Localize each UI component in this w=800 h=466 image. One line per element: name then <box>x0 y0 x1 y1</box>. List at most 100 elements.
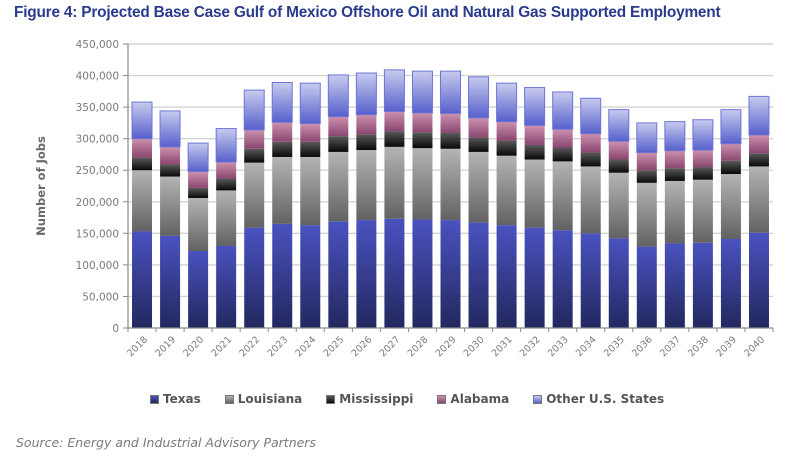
bar-segment-other-u-s-states-2018 <box>131 101 153 140</box>
bar-group-2040 <box>748 95 770 328</box>
bar-segment-mississippi-2030 <box>468 137 489 152</box>
y-axis: 0 50,000 100,000 150,000 200,000 250,000 300,0… <box>76 39 129 335</box>
bar-segment-mississippi-2027 <box>384 131 405 147</box>
bar-segment-texas-2032 <box>524 227 545 328</box>
bar-segment-louisiana-2036 <box>636 182 657 247</box>
bar-segment-louisiana-2032 <box>524 159 545 228</box>
x-tick-label: 2019 <box>153 334 178 359</box>
x-tick-label: 2031 <box>490 334 515 359</box>
y-tick-label: 200,000 <box>76 197 119 209</box>
bar-segment-alabama-2021 <box>216 162 237 179</box>
bar-group-2030 <box>468 76 490 328</box>
legend-item: Mississippi <box>326 392 413 406</box>
bar-segment-texas-2033 <box>552 230 573 328</box>
x-tick-label: 2030 <box>462 334 487 359</box>
bar-segment-mississippi-2037 <box>664 168 685 181</box>
bar-segment-mississippi-2022 <box>244 148 265 163</box>
bar-segment-mississippi-2029 <box>440 132 461 149</box>
bar-group-2037 <box>664 121 686 328</box>
bar-segment-louisiana-2031 <box>496 155 517 226</box>
bar-segment-mississippi-2036 <box>636 170 657 183</box>
bar-group-2019 <box>159 110 181 328</box>
x-tick-label: 2028 <box>406 334 431 359</box>
bar-segment-louisiana-2030 <box>468 151 489 223</box>
bar-segment-louisiana-2038 <box>692 179 713 243</box>
bar-segment-mississippi-2032 <box>524 144 545 160</box>
bar-segment-louisiana-2033 <box>552 161 573 231</box>
x-tick-label: 2036 <box>630 334 655 359</box>
bar-group-2036 <box>636 122 658 328</box>
y-tick-label: 0 <box>112 323 119 335</box>
x-tick-label: 2039 <box>714 334 739 359</box>
bar-segment-mississippi-2020 <box>188 187 209 198</box>
bar-segment-other-u-s-states-2026 <box>355 72 377 116</box>
x-tick-label: 2038 <box>686 334 711 359</box>
bar-segment-texas-2040 <box>748 232 769 328</box>
bar-segment-louisiana-2027 <box>384 146 405 219</box>
y-tick-label: 100,000 <box>76 260 119 272</box>
bar-segment-alabama-2026 <box>356 114 377 135</box>
bar-segment-louisiana-2029 <box>440 148 461 221</box>
bar-segment-alabama-2030 <box>468 117 489 138</box>
bar-segment-texas-2028 <box>412 219 433 328</box>
bar-group-2034 <box>580 97 602 328</box>
x-tick-label: 2029 <box>434 334 459 359</box>
legend-label: Louisiana <box>237 392 303 406</box>
bar-segment-mississippi-2024 <box>300 141 321 157</box>
bar-segment-louisiana-2020 <box>188 197 209 251</box>
x-tick-label: 2021 <box>209 334 234 359</box>
bar-segment-texas-2035 <box>608 238 629 328</box>
bar-segment-alabama-2034 <box>580 133 601 153</box>
bar-segment-other-u-s-states-2038 <box>692 119 714 151</box>
bar-segment-texas-2037 <box>664 243 685 328</box>
bar-group-2031 <box>496 82 518 328</box>
x-tick-label: 2025 <box>322 334 347 359</box>
legend-swatch <box>533 394 543 404</box>
bar-segment-texas-2026 <box>356 220 377 328</box>
legend-label: Other U.S. States <box>546 392 665 406</box>
bar-segment-mississippi-2019 <box>160 164 181 177</box>
x-tick-label: 2034 <box>574 334 599 359</box>
bar-segment-other-u-s-states-2030 <box>468 76 490 119</box>
bar-segment-alabama-2039 <box>720 143 741 161</box>
bar-group-2024 <box>299 82 321 328</box>
legend-label: Alabama <box>450 392 510 406</box>
bar-segment-mississippi-2035 <box>608 159 629 173</box>
bar-segment-other-u-s-states-2022 <box>243 89 265 131</box>
stacked-bar-chart: 0 50,000 100,000 150,000 200,000 250,000 300,0… <box>34 39 774 359</box>
bar-segment-other-u-s-states-2034 <box>580 97 602 135</box>
x-tick-label: 2037 <box>658 334 683 359</box>
legend-swatch <box>437 394 447 404</box>
bar-segment-alabama-2031 <box>496 121 517 141</box>
bar-segment-other-u-s-states-2037 <box>664 121 686 152</box>
bar-segment-texas-2034 <box>580 233 601 328</box>
y-tick-label: 300,000 <box>76 134 119 146</box>
bar-segment-louisiana-2040 <box>748 166 769 233</box>
bar-group-2020 <box>187 142 209 328</box>
bar-segment-louisiana-2021 <box>216 190 237 246</box>
bar-segment-other-u-s-states-2039 <box>720 109 742 145</box>
y-tick-label: 250,000 <box>76 165 119 177</box>
bar-segment-mississippi-2018 <box>132 157 153 171</box>
bar-group-2023 <box>271 82 293 328</box>
bar-segment-other-u-s-states-2025 <box>327 74 349 118</box>
bar-group-2032 <box>524 87 546 328</box>
bar-segment-texas-2019 <box>160 235 181 328</box>
y-tick-label: 400,000 <box>76 71 119 83</box>
legend-item: Louisiana <box>224 392 303 406</box>
x-tick-label: 2040 <box>742 334 767 359</box>
chart-title: Figure 4: Projected Base Case Gulf of Me… <box>14 4 721 21</box>
bar-segment-texas-2021 <box>216 245 237 328</box>
bar-segment-louisiana-2018 <box>132 170 153 232</box>
bar-group-2018 <box>131 101 153 328</box>
bar-segment-alabama-2025 <box>328 116 349 137</box>
bar-segment-mississippi-2028 <box>412 132 433 149</box>
bar-segment-mississippi-2031 <box>496 140 517 156</box>
x-tick-label: 2027 <box>378 334 403 359</box>
bar-segment-alabama-2038 <box>692 150 713 168</box>
bar-group-2028 <box>411 70 433 328</box>
bar-segment-other-u-s-states-2021 <box>215 128 237 163</box>
bar-segment-texas-2030 <box>468 222 489 328</box>
bar-segment-texas-2020 <box>188 251 209 328</box>
bar-group-2039 <box>720 109 742 328</box>
